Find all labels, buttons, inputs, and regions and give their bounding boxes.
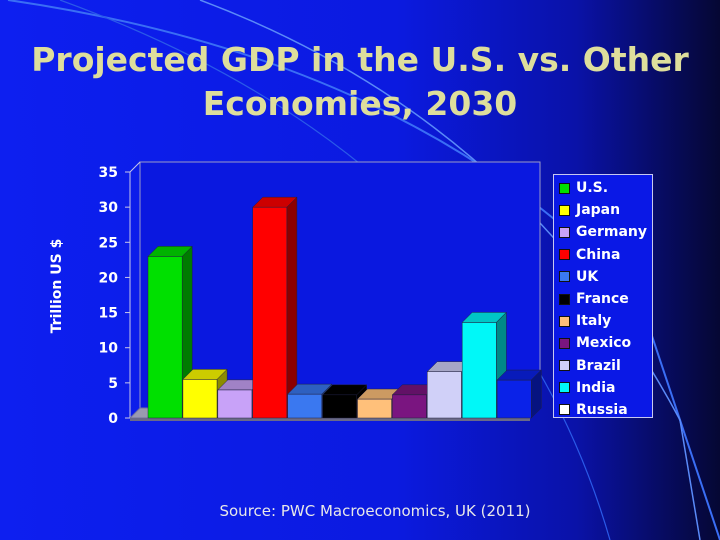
bar-india-front bbox=[461, 322, 497, 419]
bar-italy-front bbox=[357, 398, 392, 419]
legend-label: Russia bbox=[576, 401, 628, 418]
legend-swatch bbox=[559, 315, 570, 327]
bar-mexico-front bbox=[392, 394, 427, 419]
y-tick-label: 30 bbox=[99, 200, 119, 216]
slide-title-line-1: Projected GDP in the U.S. vs. Other bbox=[31, 40, 689, 79]
bar-france-front bbox=[322, 394, 358, 419]
bar-japan-front bbox=[182, 379, 218, 419]
legend-item: China bbox=[554, 244, 652, 266]
legend-swatch bbox=[559, 404, 570, 416]
y-tick-label: 20 bbox=[99, 270, 119, 286]
legend-swatch bbox=[559, 204, 570, 216]
legend-label: UK bbox=[576, 268, 599, 285]
bar-brazil-front bbox=[427, 371, 462, 419]
legend-item: Italy bbox=[554, 310, 652, 332]
bar-germany-front bbox=[217, 389, 253, 419]
legend-item: France bbox=[554, 288, 652, 310]
bar-china-side bbox=[286, 196, 298, 419]
legend-item: UK bbox=[554, 266, 652, 288]
legend-swatch bbox=[559, 337, 570, 349]
bar-us-front bbox=[147, 256, 183, 419]
legend-label: Italy bbox=[576, 313, 612, 330]
y-tick-label: 35 bbox=[99, 165, 118, 181]
y-tick-label: 10 bbox=[99, 341, 119, 357]
legend-swatch bbox=[559, 271, 570, 283]
legend-item: Russia bbox=[554, 399, 652, 421]
legend-label: India bbox=[576, 379, 616, 396]
chart-legend: U.S. Japan Germany China UK France Italy Mexico… bbox=[553, 174, 653, 418]
legend-swatch bbox=[559, 226, 570, 238]
y-tick-label: 5 bbox=[108, 376, 118, 392]
legend-swatch bbox=[559, 382, 570, 394]
legend-item: U.S. bbox=[554, 177, 652, 199]
legend-item: Mexico bbox=[554, 332, 652, 354]
source-note: Source: PWC Macroeconomics, UK (2011) bbox=[219, 502, 531, 520]
legend-swatch bbox=[559, 293, 570, 305]
legend-item: Germany bbox=[554, 221, 652, 243]
legend-label: Mexico bbox=[576, 335, 632, 352]
legend-label: U.S. bbox=[576, 180, 609, 197]
legend-label: Germany bbox=[576, 224, 648, 241]
slide-title: Projected GDP in the U.S. vs. Other Econ… bbox=[20, 38, 700, 126]
bar-uk-front bbox=[287, 393, 323, 419]
plot-floor-edge bbox=[130, 418, 530, 421]
legend-swatch bbox=[559, 182, 570, 194]
y-tick-label: 0 bbox=[108, 411, 118, 427]
legend-item: Japan bbox=[554, 199, 652, 221]
y-tick-label: 15 bbox=[99, 306, 118, 322]
y-axis-top-edge bbox=[129, 161, 141, 173]
bar-russia-side bbox=[531, 369, 542, 419]
legend-label: Brazil bbox=[576, 357, 621, 374]
slide-title-line-2: Economies, 2030 bbox=[202, 84, 518, 123]
y-tick-label: 25 bbox=[99, 235, 118, 251]
legend-label: Japan bbox=[576, 202, 621, 219]
legend-label: France bbox=[576, 291, 629, 308]
legend-swatch bbox=[559, 249, 570, 261]
legend-swatch bbox=[559, 360, 570, 372]
legend-item: India bbox=[554, 377, 652, 399]
legend-item: Brazil bbox=[554, 355, 652, 377]
legend-label: China bbox=[576, 246, 621, 263]
bar-china-front bbox=[252, 206, 288, 419]
bar-russia-front bbox=[496, 379, 532, 419]
